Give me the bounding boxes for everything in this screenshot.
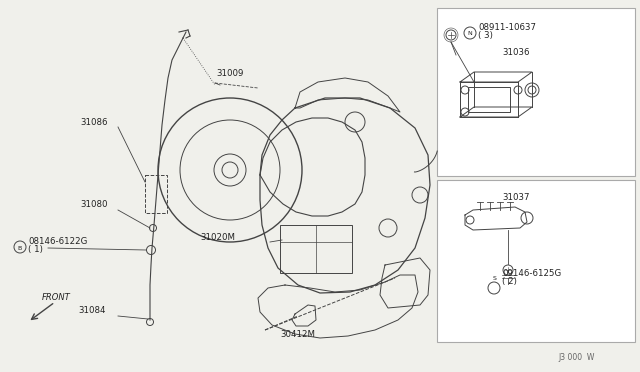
Text: 31086: 31086 xyxy=(80,118,108,127)
Bar xyxy=(145,175,167,213)
Text: 31084: 31084 xyxy=(78,306,106,315)
Text: FRONT: FRONT xyxy=(42,293,71,302)
Text: 09146-6125G: 09146-6125G xyxy=(502,269,561,278)
Text: 31037: 31037 xyxy=(502,193,529,202)
Text: ( 1): ( 1) xyxy=(28,245,43,254)
Bar xyxy=(468,87,510,112)
Text: ( 3): ( 3) xyxy=(478,31,493,40)
Text: 08146-6122G: 08146-6122G xyxy=(28,237,88,246)
Text: 31080: 31080 xyxy=(80,200,108,209)
Bar xyxy=(460,82,518,117)
Text: J3 000  W: J3 000 W xyxy=(558,353,595,362)
Text: 31036: 31036 xyxy=(502,48,529,57)
Text: 31009: 31009 xyxy=(216,69,243,78)
Text: ( 2): ( 2) xyxy=(502,277,517,286)
Bar xyxy=(437,8,635,176)
Text: N: N xyxy=(467,31,472,36)
Bar xyxy=(437,180,635,342)
Text: 08911-10637: 08911-10637 xyxy=(478,23,536,32)
Text: S: S xyxy=(493,276,497,282)
Text: B: B xyxy=(17,246,21,250)
Text: 31020M: 31020M xyxy=(200,233,235,242)
Text: 30412M: 30412M xyxy=(280,330,315,339)
Bar xyxy=(280,225,352,273)
